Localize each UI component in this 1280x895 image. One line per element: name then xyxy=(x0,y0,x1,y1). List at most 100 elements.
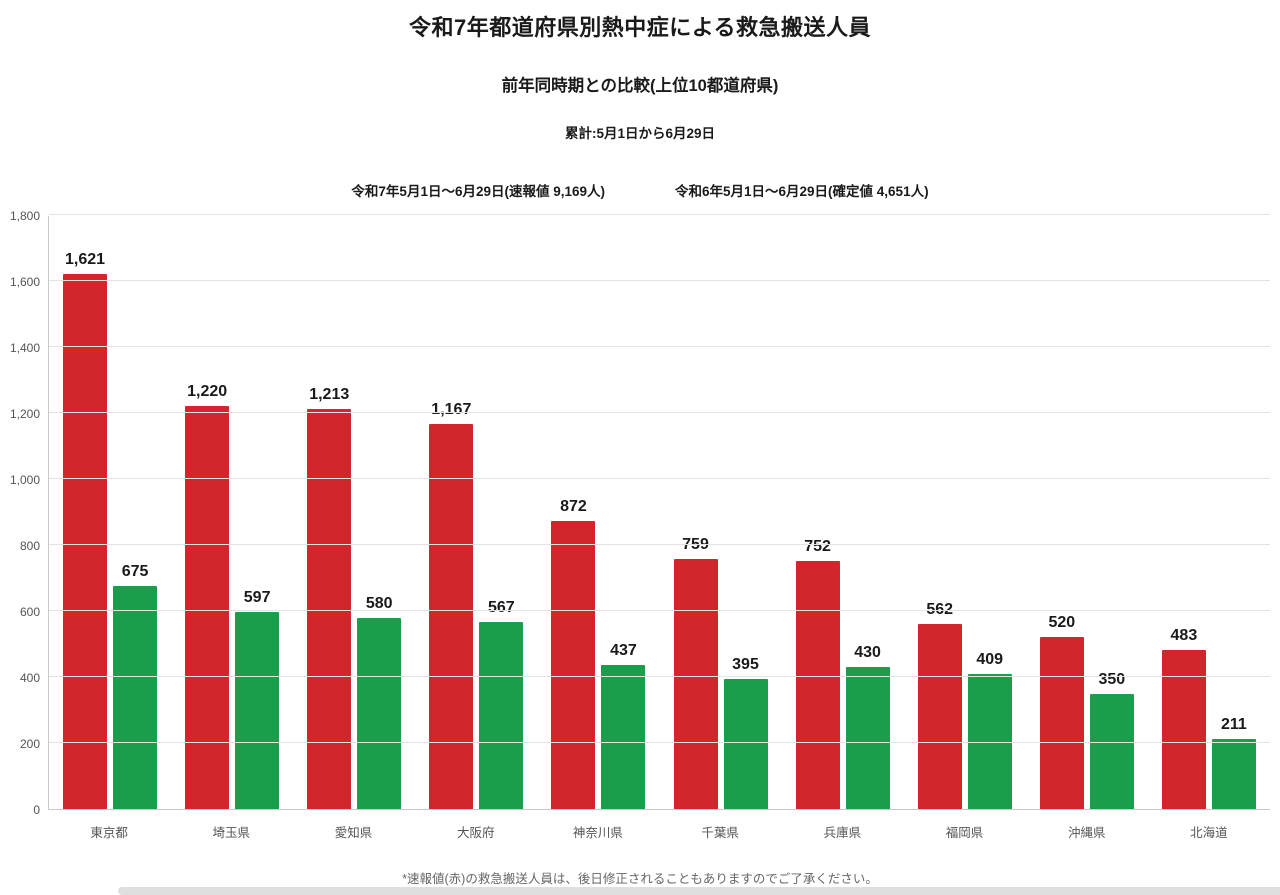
y-tick-label: 1,000 xyxy=(9,473,40,487)
bar xyxy=(967,674,1012,809)
bar-value-label: 580 xyxy=(365,594,393,612)
gridline xyxy=(49,412,1270,413)
bar xyxy=(917,623,962,809)
bar-value-label: 872 xyxy=(560,498,587,516)
bar-column: 350 xyxy=(1089,670,1134,809)
bar-column: 675 xyxy=(113,563,158,809)
bar xyxy=(235,612,280,809)
y-axis: 0 200 400 600 800 1,000 1,200 1,400 1,600 1,800 xyxy=(0,200,40,817)
legend: 令和7年5月1日〜6月29日(速報値 9,169人) 令和6年5月1日〜6月29… xyxy=(0,180,1280,200)
bar xyxy=(63,274,108,809)
gridline xyxy=(49,346,1270,347)
bar xyxy=(601,664,646,809)
bar xyxy=(185,406,230,809)
y-tick-label: 1,600 xyxy=(9,275,40,289)
bar-column: 562 xyxy=(917,600,962,809)
x-axis-label: 埼玉県 xyxy=(212,826,251,840)
bar-column: 580 xyxy=(357,594,402,809)
gridline xyxy=(49,544,1270,545)
bar-column: 520 xyxy=(1039,614,1084,809)
bar-column: 1,167 xyxy=(429,400,474,809)
bar-group: 759 395 xyxy=(659,216,781,809)
bar-group: 1,213 580 xyxy=(293,216,415,809)
bar-column: 437 xyxy=(601,641,646,809)
gridline xyxy=(49,214,1270,215)
bar-value-label: 1,213 xyxy=(309,385,350,403)
y-tick-label: 400 xyxy=(19,671,40,685)
plot-area: 1,621 675 1,220 597 1,213 580 1,167 567 872 437 75… xyxy=(48,214,1270,810)
gridline xyxy=(49,742,1270,743)
bar-column: 483 xyxy=(1161,626,1206,809)
x-axis-label: 福岡県 xyxy=(945,826,984,840)
bar-group: 1,220 597 xyxy=(171,216,293,809)
horizontal-scrollbar[interactable] xyxy=(118,887,1280,895)
bar-value-label: 409 xyxy=(976,651,1004,669)
bar-column: 752 xyxy=(795,538,840,809)
y-tick-label: 800 xyxy=(19,539,40,553)
y-tick-label: 1,200 xyxy=(9,407,40,421)
bar-group: 1,167 567 xyxy=(415,216,537,809)
x-axis-label: 沖縄県 xyxy=(1067,826,1106,840)
bar-group: 872 437 xyxy=(537,216,659,809)
bar-value-label: 1,167 xyxy=(431,400,472,418)
bar-value-label: 430 xyxy=(854,644,881,662)
bar-value-label: 395 xyxy=(732,655,759,673)
bar xyxy=(357,617,402,809)
bar-value-label: 437 xyxy=(610,641,637,659)
bar xyxy=(1211,739,1256,809)
bar-value-label: 520 xyxy=(1048,614,1076,632)
bar-column: 211 xyxy=(1211,716,1256,809)
bar-group: 752 430 xyxy=(782,216,904,809)
legend-series-r6: 令和6年5月1日〜6月29日(確定値 4,651人) xyxy=(675,184,929,199)
bar-value-label: 597 xyxy=(243,589,271,606)
bar-group: 520 350 xyxy=(1026,216,1148,809)
bar xyxy=(1161,649,1206,809)
x-axis-label: 東京都 xyxy=(90,826,128,840)
bar-column: 759 xyxy=(673,536,718,809)
bar xyxy=(723,678,768,809)
bar-column: 395 xyxy=(723,655,768,809)
bar-value-label: 562 xyxy=(926,600,954,618)
bar-value-label: 675 xyxy=(121,563,149,581)
bar-column: 430 xyxy=(845,644,890,809)
y-tick-label: 600 xyxy=(19,605,40,619)
bar xyxy=(307,408,352,809)
x-axis-labels: 東京都 埼玉県 愛知県 大阪府 神奈川県 千葉県 兵庫県 福岡県 沖縄県 北海道 xyxy=(48,822,1270,841)
bar xyxy=(479,621,524,809)
x-axis-label: 愛知県 xyxy=(334,826,373,840)
bar-column: 1,220 xyxy=(185,383,230,809)
bar-groups: 1,621 675 1,220 597 1,213 580 1,167 567 872 437 75… xyxy=(49,216,1270,809)
bar xyxy=(795,560,840,809)
bar-value-label: 211 xyxy=(1220,716,1247,734)
x-axis-label: 北海道 xyxy=(1190,826,1228,840)
gridline xyxy=(49,676,1270,677)
bar-value-label: 567 xyxy=(487,598,515,616)
y-tick-label: 1,800 xyxy=(9,209,40,223)
chart-title: 令和7年都道府県別熱中症による救急搬送人員 xyxy=(408,15,872,40)
y-tick-label: 1,400 xyxy=(9,341,40,355)
legend-series-r7: 令和7年5月1日〜6月29日(速報値 9,169人) xyxy=(351,184,605,199)
x-axis-label: 大阪府 xyxy=(456,826,495,840)
gridline xyxy=(49,478,1270,479)
bar-value-label: 1,621 xyxy=(65,251,106,269)
bar-column: 1,213 xyxy=(307,385,352,809)
bar-value-label: 350 xyxy=(1098,670,1126,688)
bar xyxy=(551,521,596,809)
bar-group: 1,621 675 xyxy=(49,216,171,809)
bar-column: 567 xyxy=(479,598,524,809)
y-tick-label: 200 xyxy=(19,737,40,751)
x-axis-label: 兵庫県 xyxy=(823,826,862,840)
x-axis-label: 千葉県 xyxy=(701,826,739,840)
bar-value-label: 1,220 xyxy=(187,383,228,401)
bar xyxy=(673,558,718,809)
bar-value-label: 483 xyxy=(1170,626,1198,644)
gridline xyxy=(49,280,1270,281)
chart-subtitle: 前年同時期との比較(上位10都道府県) xyxy=(501,77,779,95)
bar xyxy=(1039,637,1084,809)
y-tick-label: 0 xyxy=(33,803,40,817)
bar-column: 872 xyxy=(551,498,596,809)
bar-column: 597 xyxy=(235,589,280,809)
bar-column: 1,621 xyxy=(63,251,108,809)
bar-group: 483 211 xyxy=(1148,216,1270,809)
